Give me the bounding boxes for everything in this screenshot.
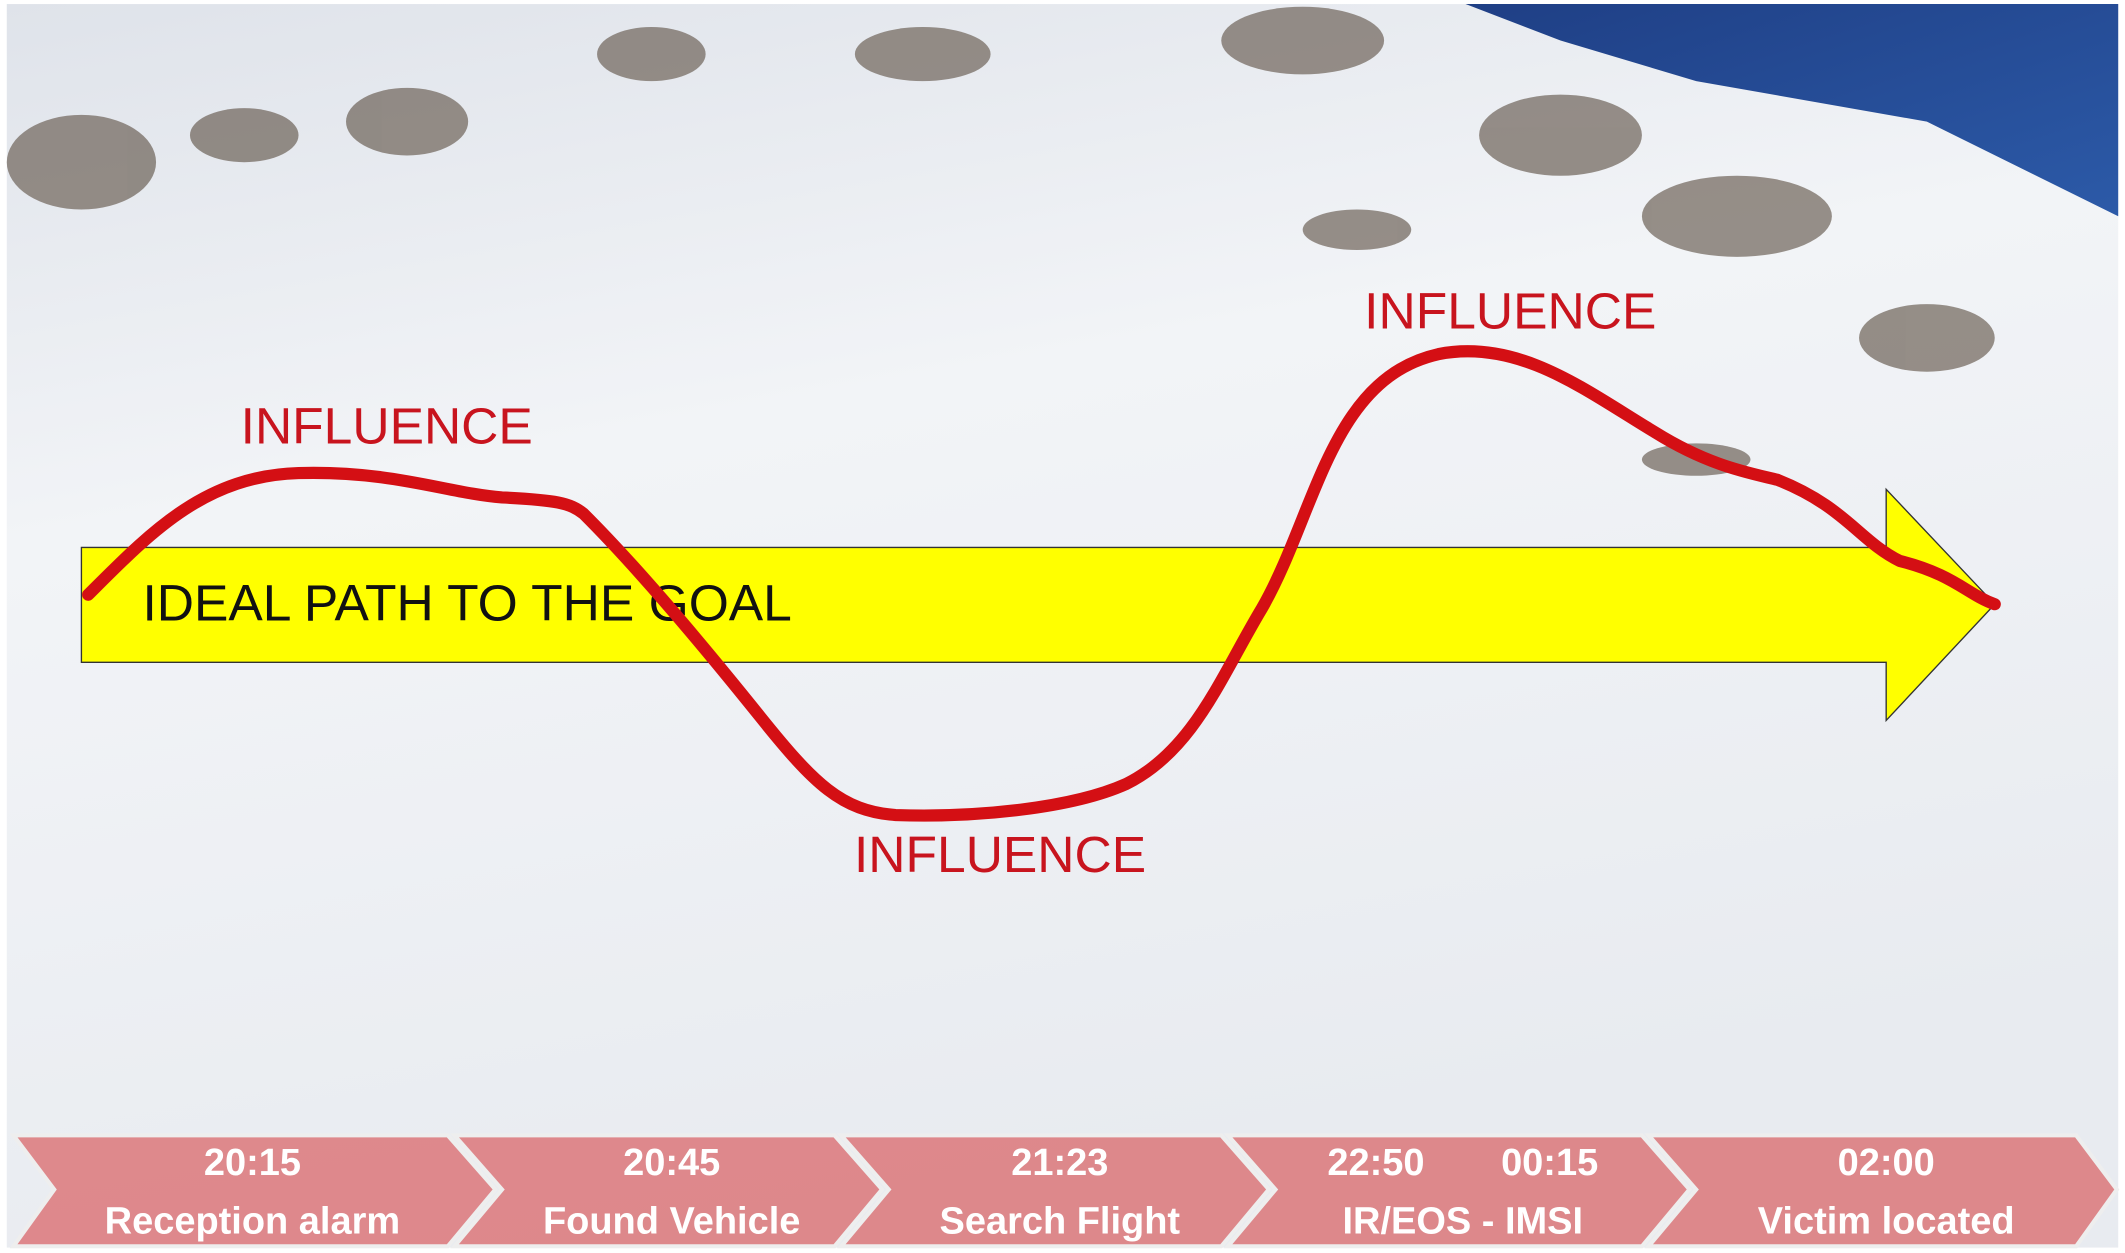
timeline-time: 20:15 <box>204 1142 301 1184</box>
timeline-time: 22:50 <box>1327 1142 1424 1184</box>
timeline-time: 02:00 <box>1838 1142 1935 1184</box>
timeline-time: 21:23 <box>1011 1142 1108 1184</box>
influence-label: INFLUENCE <box>854 825 1146 883</box>
timeline-label: Reception alarm <box>105 1200 400 1242</box>
influence-label: INFLUENCE <box>241 396 533 454</box>
timeline-time: 00:15 <box>1501 1142 1598 1184</box>
influence-label: INFLUENCE <box>1364 282 1656 340</box>
page: {"arrow":{"label":"IDEAL PATH TO THE GOA… <box>0 0 2125 1253</box>
timeline-label: Found Vehicle <box>543 1200 800 1242</box>
timeline-label: IR/EOS - IMSI <box>1343 1200 1584 1242</box>
timeline-time: 20:45 <box>623 1142 720 1184</box>
goal-label: IDEAL PATH TO THE GOAL <box>142 574 791 632</box>
slide: IDEAL PATH TO THE GOAL INFLUENCE INFLUEN… <box>0 0 2125 1253</box>
timeline-label: Search Flight <box>939 1200 1180 1242</box>
timeline-label: Victim located <box>1758 1200 2015 1242</box>
